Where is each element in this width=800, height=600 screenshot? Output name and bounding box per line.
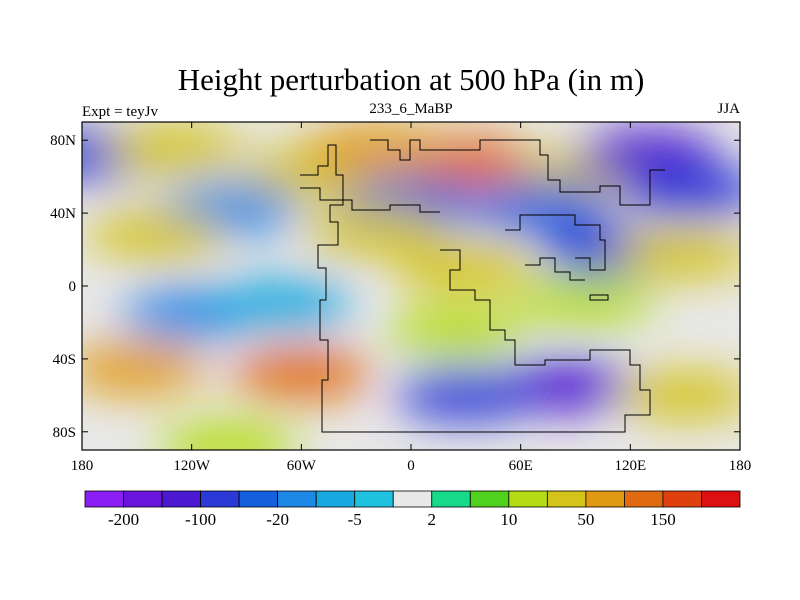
map-area xyxy=(81,121,741,451)
colorbar-swatch xyxy=(469,490,510,508)
field-anomaly-16 xyxy=(514,274,655,327)
field-anomaly-7 xyxy=(304,123,445,176)
field-anomaly-4 xyxy=(624,165,740,218)
x-tick-label: 180 xyxy=(729,458,752,474)
field-anomaly-10 xyxy=(468,181,609,234)
x-tick-label: 180 xyxy=(71,458,94,474)
field-anomaly-13 xyxy=(85,208,226,261)
field-anomaly-6 xyxy=(103,123,244,176)
field-anomaly-14 xyxy=(395,241,536,294)
colorbar-swatch xyxy=(315,490,356,508)
colorbar-swatch xyxy=(546,490,587,508)
colorbar-swatch xyxy=(354,490,394,508)
colorbar-label: 2 xyxy=(428,510,437,529)
colorbar-swatch xyxy=(662,490,702,508)
field-anomaly-20 xyxy=(231,347,372,400)
y-tick-label: 0 xyxy=(69,279,77,295)
colorbar-label: -20 xyxy=(266,510,289,529)
y-tick-label: 80S xyxy=(53,425,76,441)
colorbar-swatch xyxy=(84,490,124,508)
colorbar-swatch xyxy=(701,490,741,508)
field-anomaly-18 xyxy=(213,278,354,331)
colorbar-swatch xyxy=(123,490,163,508)
colorbar-label: 150 xyxy=(650,510,676,529)
colorbar-swatch xyxy=(161,490,201,508)
center-label: 233_6_MaBP xyxy=(369,101,452,117)
season-label: JJA xyxy=(717,101,740,117)
field-anomaly-25 xyxy=(158,420,299,450)
colorbar-swatch xyxy=(392,490,433,508)
coastline-outline xyxy=(300,139,665,433)
experiment-label: Expt = teyJv xyxy=(82,104,158,120)
colorbar-swatch xyxy=(508,490,548,508)
colorbar-swatch xyxy=(585,490,625,508)
colorbar-label: 10 xyxy=(500,510,517,529)
colorbar-label: -5 xyxy=(348,510,362,529)
x-tick-label: 0 xyxy=(407,458,415,474)
colorbar-swatch xyxy=(431,490,471,508)
field-anomaly-24 xyxy=(615,369,740,422)
field-anomaly-19 xyxy=(386,305,527,358)
colorbar: -200 -100 -20 -5 2 10 50 150 xyxy=(84,490,741,529)
x-tick-label: 60E xyxy=(509,458,533,474)
x-tick-label: 60W xyxy=(287,458,317,474)
colorbar-swatch xyxy=(238,490,279,508)
field-anomaly-12 xyxy=(304,205,445,258)
y-tick-label: 40S xyxy=(53,352,76,368)
field-anomaly-15 xyxy=(615,227,740,280)
x-tick-label: 120E xyxy=(614,458,646,474)
x-tick-label: 120W xyxy=(173,458,211,474)
axes: 180 120W 60W 0 60E 120E 180 80N 40N 0 40S 80S xyxy=(50,122,751,474)
colorbar-swatch xyxy=(624,490,664,508)
colorbar-swatch xyxy=(200,490,240,508)
height-field xyxy=(82,123,740,450)
colorbar-label: -200 xyxy=(108,510,139,529)
colorbar-label: -100 xyxy=(185,510,216,529)
colorbar-label: 50 xyxy=(577,510,594,529)
colorbar-swatch xyxy=(277,490,317,508)
y-tick-label: 40N xyxy=(50,206,76,222)
y-tick-label: 80N xyxy=(50,133,76,149)
field-anomaly-23 xyxy=(395,369,536,422)
field-anomaly-21 xyxy=(82,342,207,394)
chart-title: Height perturbation at 500 hPa (in m) xyxy=(178,62,645,97)
